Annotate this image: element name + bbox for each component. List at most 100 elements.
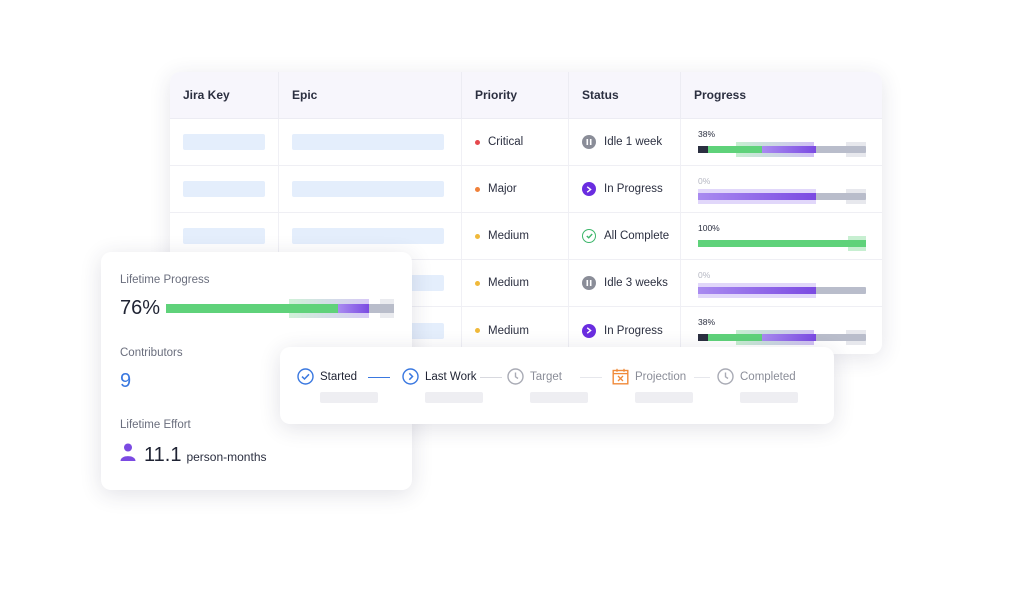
table-row[interactable]: Critical Idle 1 week 38% bbox=[170, 119, 882, 166]
priority-label: Critical bbox=[488, 136, 524, 148]
timeline-step-label: Projection bbox=[635, 370, 687, 383]
epic-placeholder bbox=[292, 228, 444, 244]
lifetime-effort-label: Lifetime Effort bbox=[120, 419, 191, 431]
column-header-epic[interactable]: Epic bbox=[279, 72, 462, 118]
timeline-step-completed[interactable]: Completed bbox=[717, 368, 796, 385]
status-label: Idle 1 week bbox=[604, 136, 663, 148]
status-label: All Complete bbox=[604, 230, 670, 242]
contributors-value[interactable]: 9 bbox=[120, 370, 132, 392]
status-cell: Idle 3 weeks bbox=[569, 260, 681, 306]
progress-bar bbox=[698, 330, 866, 345]
column-header-progress[interactable]: Progress bbox=[694, 88, 747, 102]
priority-label: Medium bbox=[488, 230, 529, 242]
jira-key-cell bbox=[170, 213, 279, 259]
jira-key-cell bbox=[170, 166, 279, 212]
timeline-step-started[interactable]: Started bbox=[297, 368, 357, 385]
priority-cell: Major bbox=[462, 166, 569, 212]
clock-icon bbox=[717, 368, 734, 385]
priority-dot bbox=[475, 328, 480, 333]
progress-percent: 100% bbox=[698, 222, 720, 233]
epic-cell bbox=[279, 166, 462, 212]
timeline-step-label: Completed bbox=[740, 370, 796, 383]
status-cell: All Complete bbox=[569, 213, 681, 259]
jira-key-placeholder bbox=[183, 181, 265, 197]
check-circle-icon bbox=[582, 229, 596, 243]
progress-cell: 100% bbox=[681, 213, 882, 259]
status-label: Idle 3 weeks bbox=[604, 277, 668, 289]
timeline-step-projection[interactable]: Projection bbox=[612, 368, 686, 385]
timeline-connector bbox=[694, 377, 710, 378]
progress-percent: 0% bbox=[698, 175, 711, 186]
progress-bar bbox=[698, 188, 866, 204]
priority-cell: Medium bbox=[462, 213, 569, 259]
lifetime-effort-unit: person-months bbox=[186, 450, 267, 464]
play-icon bbox=[582, 323, 596, 338]
contributors-label: Contributors bbox=[120, 347, 183, 359]
lifetime-progress-label: Lifetime Progress bbox=[120, 274, 210, 286]
priority-cell: Critical bbox=[462, 119, 569, 165]
progress-cell: 0% bbox=[681, 166, 882, 212]
column-header-priority[interactable]: Priority bbox=[462, 72, 569, 118]
priority-dot bbox=[475, 186, 480, 192]
table-row[interactable]: Major In Progress 0% bbox=[170, 166, 882, 213]
calendar-x-icon bbox=[612, 368, 629, 385]
table-row[interactable]: Medium All Complete 100% bbox=[170, 213, 882, 260]
timeline-date-placeholder bbox=[635, 392, 693, 403]
priority-cell: Medium bbox=[462, 260, 569, 306]
timeline-date-placeholder bbox=[530, 392, 588, 403]
play-icon bbox=[582, 182, 596, 196]
timeline-step-target[interactable]: Target bbox=[507, 368, 562, 385]
priority-cell: Medium bbox=[462, 307, 569, 354]
epic-placeholder bbox=[292, 181, 444, 197]
epic-placeholder bbox=[292, 134, 444, 150]
pause-icon bbox=[582, 135, 596, 149]
priority-label: Medium bbox=[488, 324, 529, 337]
priority-label: Major bbox=[488, 183, 517, 195]
clock-icon bbox=[507, 368, 524, 385]
timeline-connector bbox=[580, 377, 602, 378]
lifetime-effort-value: 11.1 bbox=[144, 444, 182, 466]
priority-label: Medium bbox=[488, 277, 529, 289]
priority-dot bbox=[475, 233, 480, 239]
pause-icon bbox=[582, 276, 596, 290]
progress-bar bbox=[698, 282, 866, 298]
status-label: In Progress bbox=[604, 324, 663, 337]
timeline-connector bbox=[480, 377, 502, 378]
chevron-right-circle-icon bbox=[402, 368, 419, 385]
person-icon bbox=[120, 443, 136, 466]
jira-key-cell bbox=[170, 119, 279, 165]
check-circle-icon bbox=[297, 368, 314, 385]
status-cell: In Progress bbox=[569, 307, 681, 354]
timeline-date-placeholder bbox=[425, 392, 483, 403]
timeline-card: Started Last Work Target Projection Comp… bbox=[280, 347, 834, 424]
progress-bar bbox=[698, 141, 866, 157]
progress-cell: 0% bbox=[681, 260, 882, 306]
priority-dot bbox=[475, 139, 480, 145]
column-header-status[interactable]: Status bbox=[569, 72, 681, 118]
timeline-step-label: Target bbox=[530, 370, 562, 383]
lifetime-progress-bar bbox=[166, 299, 394, 318]
timeline-date-placeholder bbox=[740, 392, 798, 403]
timeline-date-placeholder bbox=[320, 392, 378, 403]
table-header: Jira Key Epic Priority Status Progress bbox=[170, 72, 882, 119]
timeline-step-last-work[interactable]: Last Work bbox=[402, 368, 477, 385]
timeline-step-label: Started bbox=[320, 370, 358, 383]
epic-cell bbox=[279, 119, 462, 165]
jira-key-placeholder bbox=[183, 228, 265, 244]
column-header-jira-key[interactable]: Jira Key bbox=[170, 72, 279, 118]
lifetime-progress-value: 76% bbox=[120, 297, 161, 319]
lifetime-effort-row: 11.1 person-months bbox=[120, 443, 267, 467]
progress-bar bbox=[698, 235, 866, 251]
progress-percent: 38% bbox=[698, 128, 716, 139]
status-cell: In Progress bbox=[569, 166, 681, 212]
jira-key-placeholder bbox=[183, 134, 265, 150]
progress-cell: 38% bbox=[681, 119, 882, 165]
progress-cell: 38% bbox=[681, 307, 882, 354]
progress-percent: 38% bbox=[698, 317, 716, 327]
status-cell: Idle 1 week bbox=[569, 119, 681, 165]
timeline-step-label: Last Work bbox=[425, 370, 477, 383]
timeline-connector bbox=[368, 377, 390, 378]
priority-dot bbox=[475, 280, 480, 286]
progress-percent: 0% bbox=[698, 269, 711, 280]
epic-cell bbox=[279, 213, 462, 259]
